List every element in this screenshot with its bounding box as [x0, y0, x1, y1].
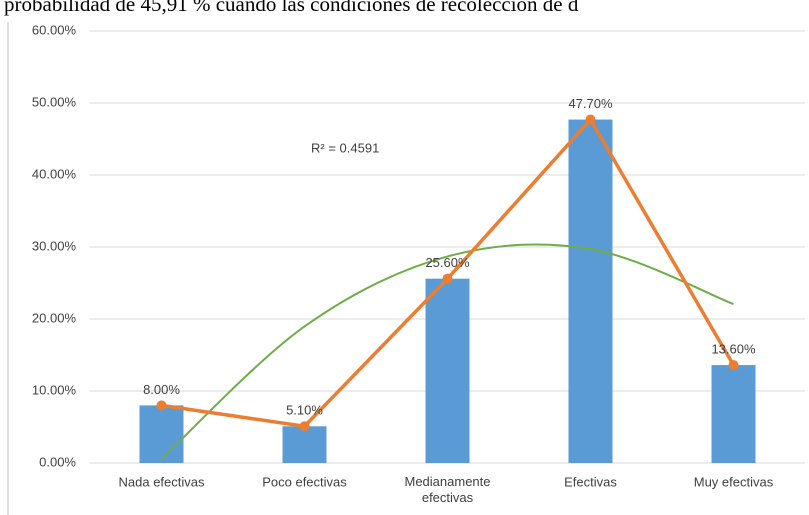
line-marker: [728, 360, 739, 371]
y-tick-label: 10.00%: [32, 382, 77, 397]
bar: [282, 426, 327, 463]
trend-line: [160, 243, 734, 460]
y-tick-label: 60.00%: [32, 22, 77, 37]
bar: [425, 278, 470, 463]
x-tick-label: Nada efectivas: [119, 474, 205, 489]
x-tick-label: Medianamente efectivas: [405, 474, 491, 505]
y-tick-label: 20.00%: [32, 310, 77, 325]
data-label: 5.10%: [286, 403, 323, 418]
line-marker: [299, 421, 310, 432]
x-tick-label: Poco efectivas: [262, 474, 347, 489]
header-text: probabilidad de 45,91 % cuando las condi…: [4, 0, 579, 16]
data-label: 8.00%: [143, 382, 180, 397]
bar: [711, 365, 756, 463]
line-marker: [442, 273, 453, 284]
annotation: R² = 0.4591: [311, 140, 379, 155]
data-label: 25.60%: [425, 255, 470, 270]
bar: [568, 119, 613, 463]
y-tick-label: 50.00%: [32, 94, 77, 109]
y-tick-label: 40.00%: [32, 166, 77, 181]
line-marker: [156, 400, 167, 411]
x-tick-label: Efectivas: [564, 474, 617, 489]
y-tick-label: 0.00%: [39, 454, 76, 469]
y-tick-label: 30.00%: [32, 238, 77, 253]
bar: [139, 405, 184, 463]
x-tick-label: Muy efectivas: [694, 474, 774, 489]
data-label: 47.70%: [568, 96, 613, 111]
line-marker: [585, 114, 596, 125]
data-label: 13.60%: [711, 342, 756, 357]
